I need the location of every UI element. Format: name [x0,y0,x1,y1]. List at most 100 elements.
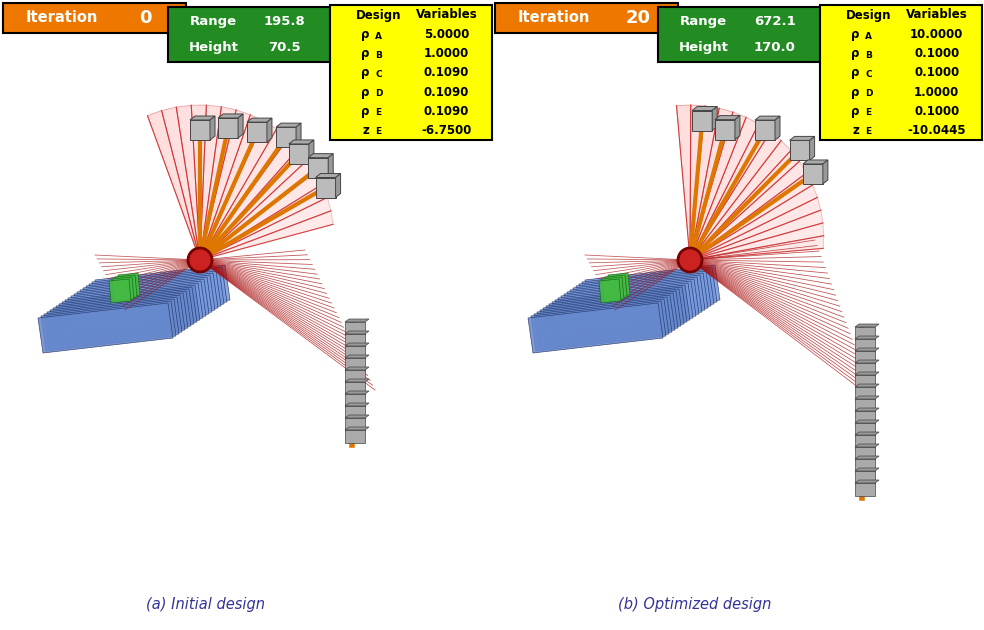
Polygon shape [247,122,267,142]
Polygon shape [692,110,712,130]
Polygon shape [345,331,369,334]
Polygon shape [200,129,288,260]
Polygon shape [540,295,675,345]
Text: B: B [375,51,382,60]
Text: E: E [866,127,872,137]
Text: 70.5: 70.5 [269,41,301,54]
Text: ρ: ρ [361,47,370,60]
Text: ρ: ρ [361,86,370,98]
Text: 672.1: 672.1 [754,15,795,28]
Polygon shape [855,420,879,423]
Polygon shape [855,384,879,387]
Polygon shape [71,281,206,331]
Text: ρ: ρ [851,28,860,41]
Polygon shape [345,415,369,418]
Text: E: E [376,108,382,117]
Polygon shape [690,132,781,260]
Text: A: A [375,32,382,40]
Text: D: D [865,89,873,98]
Polygon shape [564,279,699,329]
Polygon shape [289,140,314,144]
Circle shape [678,248,702,272]
Text: z: z [852,124,859,137]
Polygon shape [855,363,875,376]
Polygon shape [65,285,200,335]
Polygon shape [200,121,277,260]
Polygon shape [200,159,316,260]
Polygon shape [855,432,879,435]
Text: E: E [866,108,872,117]
Polygon shape [345,319,369,322]
Polygon shape [855,336,879,339]
Text: 0.1090: 0.1090 [424,105,469,118]
Text: Design: Design [356,8,401,21]
Text: Variables: Variables [416,8,477,21]
Polygon shape [200,171,323,260]
Polygon shape [112,277,134,301]
Polygon shape [345,358,365,371]
Text: z: z [362,124,369,137]
Polygon shape [115,275,137,299]
Polygon shape [690,106,719,260]
Text: ρ: ρ [851,86,860,98]
Polygon shape [289,144,309,164]
Text: ρ: ρ [361,66,370,79]
Polygon shape [190,116,215,120]
Polygon shape [546,291,681,341]
Polygon shape [53,293,188,343]
Polygon shape [176,105,200,260]
Polygon shape [89,269,224,319]
Polygon shape [238,114,243,138]
Polygon shape [608,273,630,297]
Text: C: C [865,70,872,79]
Polygon shape [345,406,365,419]
Polygon shape [552,287,687,337]
Text: A: A [865,32,872,40]
Polygon shape [92,267,227,317]
Polygon shape [200,211,333,260]
Polygon shape [47,297,182,347]
Polygon shape [41,301,176,351]
Polygon shape [267,118,272,142]
Text: 5.0000: 5.0000 [424,28,469,41]
Polygon shape [855,456,879,459]
FancyBboxPatch shape [658,7,820,62]
Polygon shape [345,379,369,382]
Polygon shape [345,346,365,359]
Polygon shape [316,178,336,197]
Polygon shape [534,299,669,349]
Polygon shape [755,116,780,120]
Polygon shape [345,334,365,347]
Text: Design: Design [846,8,892,21]
Polygon shape [345,391,369,394]
Text: Iteration: Iteration [518,11,589,25]
Text: Height: Height [678,41,728,54]
Polygon shape [570,275,705,325]
Polygon shape [803,164,823,184]
Polygon shape [200,197,331,260]
Polygon shape [855,459,875,472]
Polygon shape [855,435,875,448]
Polygon shape [855,399,875,412]
Text: -6.7500: -6.7500 [421,124,471,137]
Polygon shape [789,137,815,140]
Polygon shape [345,343,369,346]
Polygon shape [585,265,720,315]
Text: C: C [375,70,382,79]
Text: ρ: ρ [851,105,860,118]
Polygon shape [690,223,824,260]
Polygon shape [690,210,823,260]
Text: 0.1090: 0.1090 [424,66,469,79]
Polygon shape [855,423,875,436]
Polygon shape [316,173,340,178]
Polygon shape [855,471,875,484]
Polygon shape [38,303,173,353]
Polygon shape [59,289,194,339]
Polygon shape [95,265,230,315]
Polygon shape [692,106,717,110]
Polygon shape [329,154,334,178]
Polygon shape [690,112,746,260]
Polygon shape [690,151,799,260]
Polygon shape [735,115,740,140]
Polygon shape [855,408,879,411]
